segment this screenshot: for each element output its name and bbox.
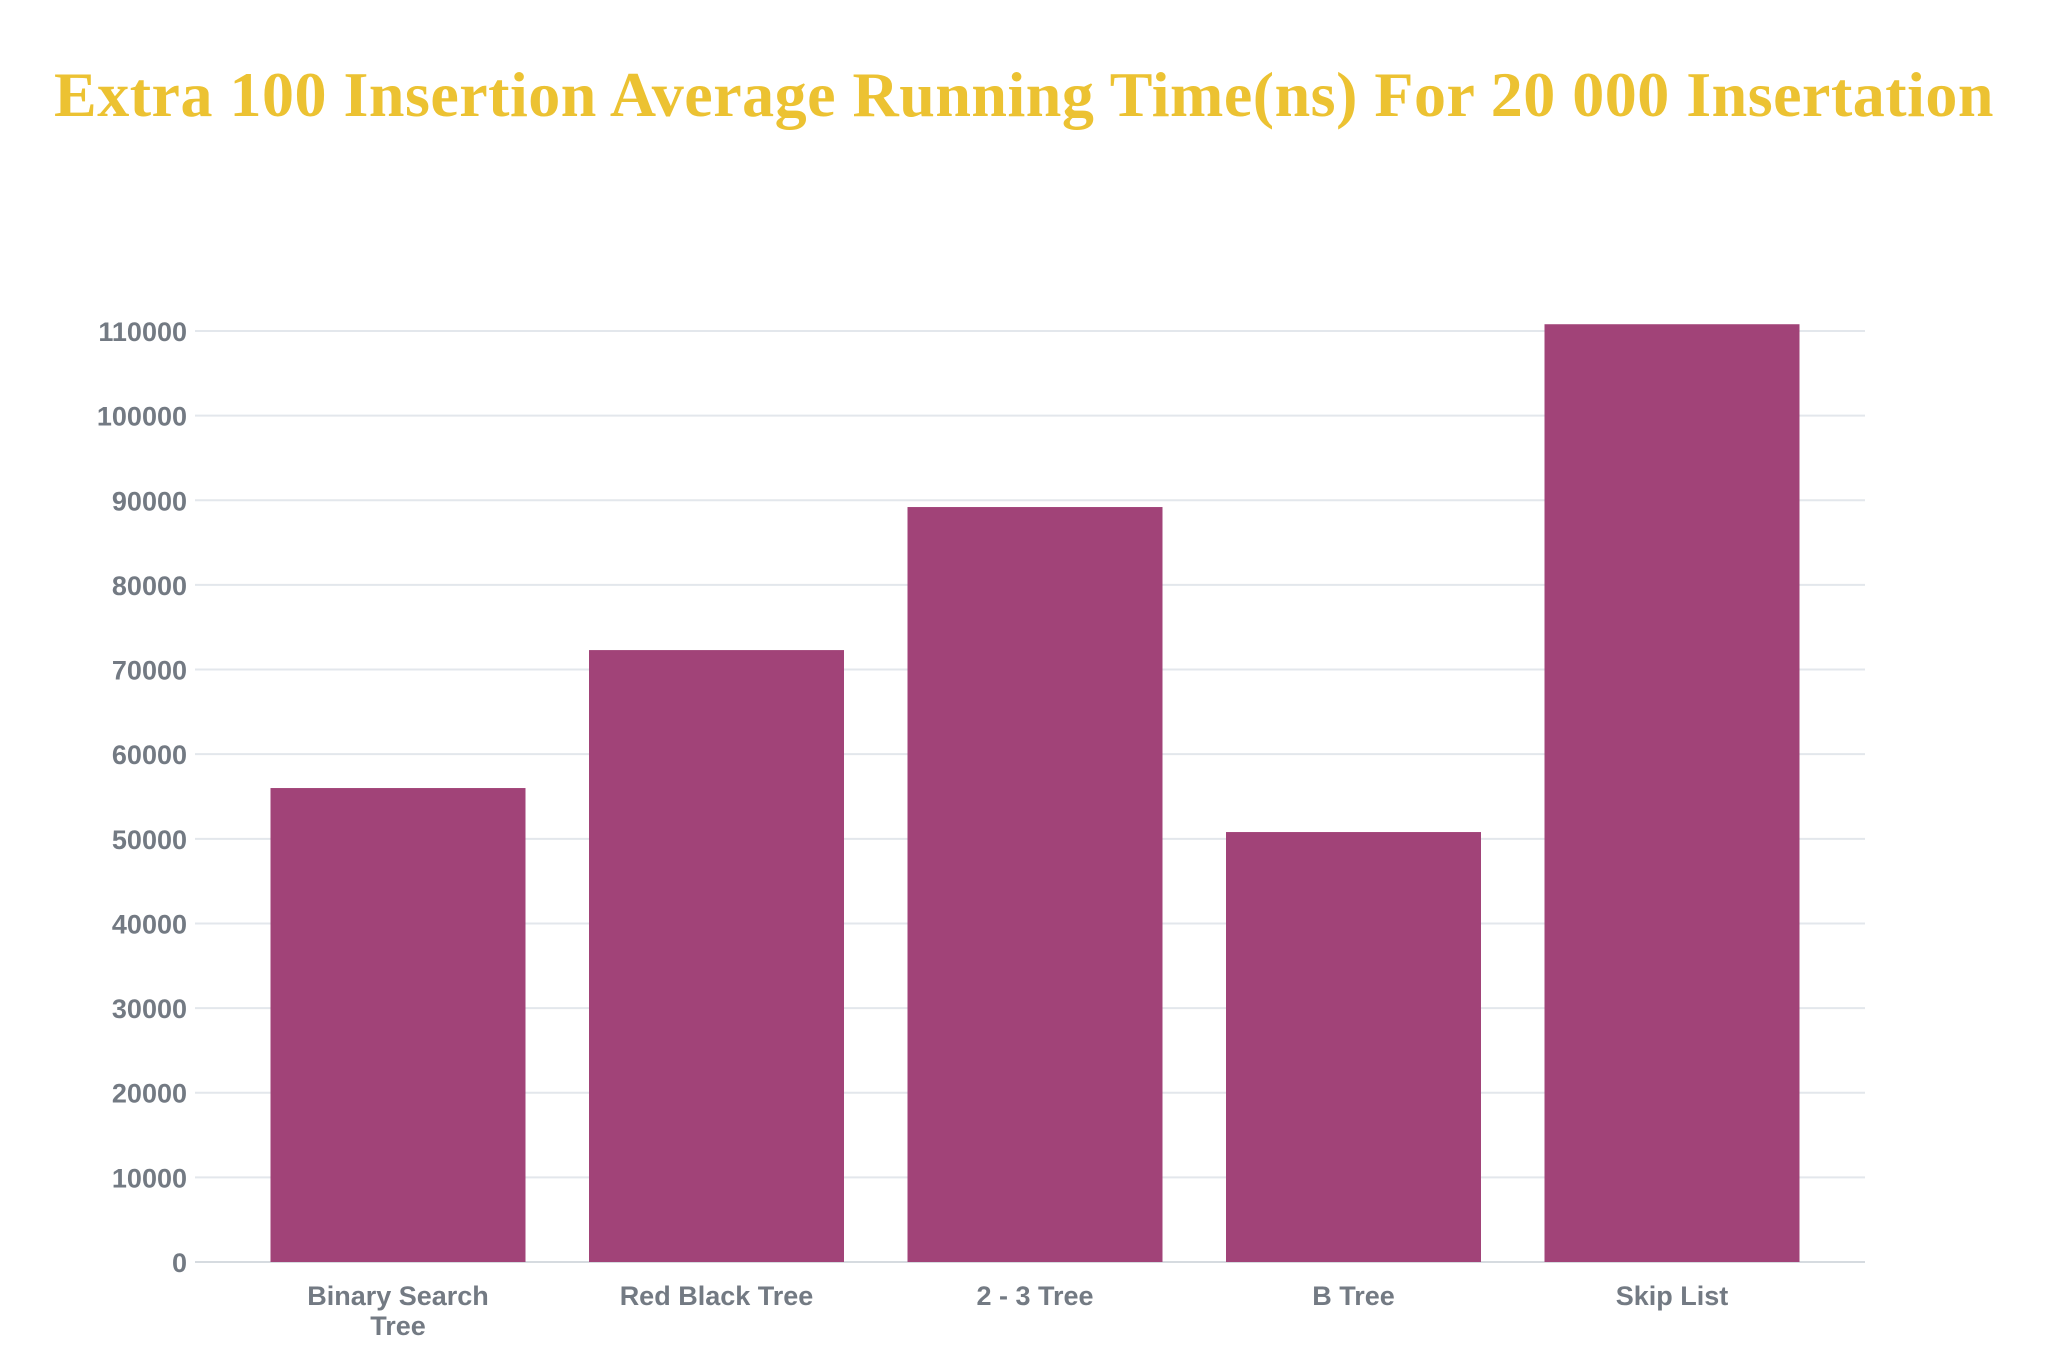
y-tick-label: 70000 xyxy=(112,656,187,686)
y-axis-ticks: 0 10000 20000 30000 40000 50000 60000 70000 8000… xyxy=(97,317,187,1278)
y-tick-label: 90000 xyxy=(112,486,187,516)
bar xyxy=(907,507,1163,1262)
bars xyxy=(270,324,1800,1262)
x-category-label: Binary Search xyxy=(307,1281,489,1311)
y-tick-label: 40000 xyxy=(112,909,187,939)
y-tick-label: 0 xyxy=(172,1248,187,1278)
bar xyxy=(589,650,844,1262)
y-tick-label: 20000 xyxy=(112,1079,187,1109)
chart-title: Extra 100 Insertion Average Running Time… xyxy=(54,59,1994,130)
bar xyxy=(1544,324,1800,1262)
y-tick-label: 50000 xyxy=(112,825,187,855)
y-tick-label: 60000 xyxy=(112,740,187,770)
y-tick-label: 100000 xyxy=(97,402,187,432)
bar xyxy=(270,788,526,1262)
bar xyxy=(1226,832,1481,1262)
y-tick-label: 10000 xyxy=(112,1163,187,1193)
y-tick-label: 80000 xyxy=(112,571,187,601)
x-category-label: B Tree xyxy=(1312,1281,1395,1311)
x-category-label: Tree xyxy=(370,1311,426,1341)
y-tick-label: 30000 xyxy=(112,994,187,1024)
x-category-label: 2 - 3 Tree xyxy=(976,1281,1093,1311)
y-tick-label: 110000 xyxy=(98,317,187,347)
x-category-label: Skip List xyxy=(1616,1281,1729,1311)
x-category-label: Red Black Tree xyxy=(620,1281,814,1311)
